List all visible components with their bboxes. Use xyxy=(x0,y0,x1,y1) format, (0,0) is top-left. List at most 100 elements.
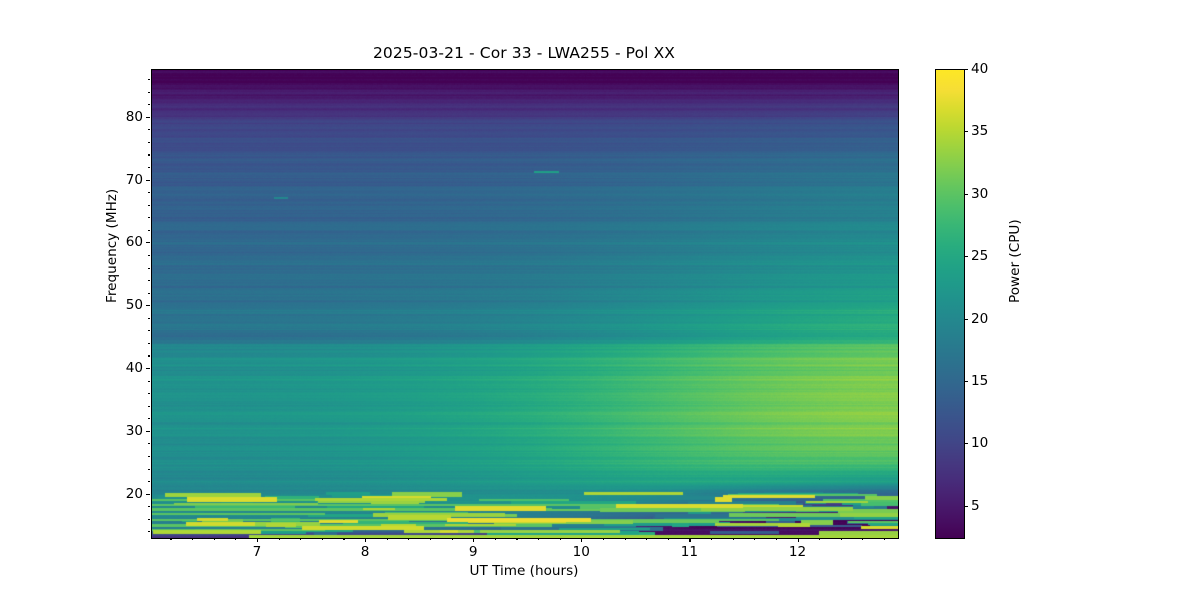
x-tick-label: 7 xyxy=(252,544,262,560)
y-tick-label: 70 xyxy=(125,171,143,188)
y-minor-tick xyxy=(147,129,150,131)
x-tick-label: 12 xyxy=(788,544,807,560)
y-minor-tick xyxy=(147,192,150,194)
x-major-tick xyxy=(797,538,799,542)
colorbar-gradient xyxy=(936,70,964,538)
colorbar-tick xyxy=(964,381,969,383)
colorbar-tick-label: 10 xyxy=(971,435,989,452)
colorbar-tick-label: 30 xyxy=(971,185,989,202)
x-minor-tick xyxy=(516,538,518,541)
x-minor-tick xyxy=(386,538,388,541)
x-minor-tick xyxy=(429,538,432,541)
colorbar-tick xyxy=(964,443,969,445)
y-minor-tick xyxy=(147,280,150,282)
x-minor-tick xyxy=(235,538,237,541)
x-minor-tick xyxy=(494,538,496,541)
colorbar-tick xyxy=(964,193,969,195)
colorbar-tick xyxy=(964,131,969,133)
y-minor-tick xyxy=(147,229,150,231)
x-minor-tick xyxy=(775,538,777,541)
x-tick-label: 8 xyxy=(360,544,370,560)
colorbar-tick xyxy=(964,256,969,258)
x-minor-tick xyxy=(602,538,605,541)
x-minor-tick xyxy=(732,538,734,541)
y-minor-tick xyxy=(147,342,150,344)
x-minor-tick xyxy=(213,538,215,541)
x-minor-tick xyxy=(754,538,756,541)
x-minor-tick xyxy=(343,538,345,541)
y-major-tick xyxy=(146,493,150,495)
x-minor-tick xyxy=(819,538,821,541)
y-minor-tick xyxy=(147,518,150,520)
x-major-tick xyxy=(365,538,367,542)
x-minor-tick xyxy=(667,538,669,541)
colorbar-tick xyxy=(964,505,969,507)
y-minor-tick xyxy=(147,380,150,382)
colorbar-tick xyxy=(964,69,969,71)
y-minor-tick xyxy=(147,254,150,257)
spectrogram-pixels xyxy=(152,70,898,538)
y-major-tick xyxy=(146,179,150,181)
y-minor-tick xyxy=(147,204,150,206)
y-minor-tick xyxy=(147,393,150,395)
chart-title: 2025-03-21 - Cor 33 - LWA255 - Pol XX xyxy=(372,44,676,62)
colorbar-tick-label: 20 xyxy=(971,310,989,327)
y-minor-tick xyxy=(147,418,150,420)
y-minor-tick xyxy=(147,217,150,219)
x-axis-title: UT Time (hours) xyxy=(469,563,579,579)
x-minor-tick xyxy=(646,538,648,541)
x-minor-tick xyxy=(321,538,323,541)
x-tick-label: 11 xyxy=(680,544,699,560)
y-minor-tick xyxy=(147,79,150,81)
spectrogram-image xyxy=(152,70,898,538)
x-minor-tick xyxy=(624,538,626,541)
y-minor-tick xyxy=(147,531,150,533)
x-minor-tick xyxy=(192,538,194,541)
x-minor-tick xyxy=(278,538,280,541)
y-major-tick xyxy=(146,242,150,244)
spectrogram-axes[interactable] xyxy=(151,69,899,539)
y-minor-tick xyxy=(147,405,150,407)
x-major-tick xyxy=(473,538,475,542)
y-minor-tick xyxy=(147,267,150,269)
colorbar-title: Power (CPU) xyxy=(1007,219,1023,303)
x-tick-label: 10 xyxy=(572,544,590,560)
x-major-tick xyxy=(256,538,259,542)
y-major-tick xyxy=(146,116,150,118)
colorbar-tick-label: 25 xyxy=(971,248,989,265)
colorbar-tick-label: 5 xyxy=(971,497,980,514)
x-minor-tick xyxy=(538,538,540,541)
x-minor-tick xyxy=(711,538,713,541)
x-tick-label: 9 xyxy=(468,544,478,560)
colorbar-tick xyxy=(964,318,969,320)
colorbar-tick-label: 15 xyxy=(971,373,989,389)
y-major-tick xyxy=(146,430,150,432)
y-tick-label: 80 xyxy=(125,108,143,125)
y-minor-tick xyxy=(147,355,150,357)
x-minor-tick xyxy=(862,538,864,541)
y-minor-tick xyxy=(147,292,150,294)
y-tick-label: 40 xyxy=(125,360,143,377)
y-minor-tick xyxy=(147,104,150,106)
x-minor-tick xyxy=(300,538,302,541)
x-minor-tick xyxy=(840,538,842,541)
y-major-tick xyxy=(146,305,150,307)
y-axis-title: Frequency (MHz) xyxy=(104,188,120,303)
y-minor-tick xyxy=(147,468,150,470)
colorbar[interactable] xyxy=(935,69,965,539)
x-minor-tick xyxy=(559,538,561,541)
y-minor-tick xyxy=(147,330,150,332)
x-minor-tick xyxy=(884,538,886,541)
y-tick-label: 30 xyxy=(125,422,143,439)
colorbar-tick-label: 35 xyxy=(971,123,989,140)
y-tick-label: 60 xyxy=(125,234,143,251)
y-minor-tick xyxy=(147,166,150,169)
colorbar-tick-label: 40 xyxy=(971,61,989,77)
y-tick-label: 50 xyxy=(125,297,143,314)
y-minor-tick xyxy=(147,141,150,143)
x-major-tick xyxy=(581,538,583,542)
x-minor-tick xyxy=(170,538,172,541)
y-minor-tick xyxy=(147,317,150,319)
y-minor-tick xyxy=(147,455,150,458)
